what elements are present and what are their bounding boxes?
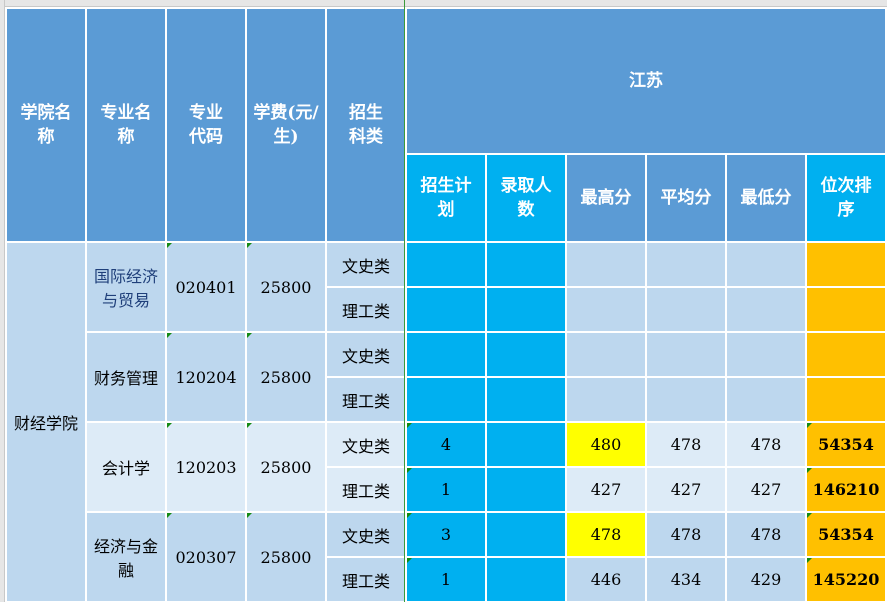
- header-max: 最高分: [565, 153, 647, 243]
- fee-cell[interactable]: 25800: [245, 241, 327, 333]
- fee-cell[interactable]: 25800: [245, 421, 327, 513]
- min-score-cell[interactable]: 427: [725, 466, 807, 513]
- major-code-cell[interactable]: 020401: [165, 241, 247, 333]
- rank-cell[interactable]: 54354: [805, 421, 887, 468]
- avg-score-cell[interactable]: [645, 241, 727, 288]
- category-cell[interactable]: 理工类: [325, 556, 407, 603]
- table-row: 财经学院 国际经济与贸易 020401 25800 文史类: [5, 241, 887, 603]
- row-header-strip: [0, 0, 5, 602]
- plan-cell[interactable]: 1: [405, 556, 487, 603]
- rank-cell[interactable]: [805, 376, 887, 423]
- major-name-cell[interactable]: 经济与金融: [85, 511, 167, 603]
- major-name-cell[interactable]: 财务管理: [85, 331, 167, 423]
- min-score-cell[interactable]: 429: [725, 556, 807, 603]
- admit-cell[interactable]: [485, 286, 567, 333]
- category-cell[interactable]: 文史类: [325, 511, 407, 558]
- avg-score-cell[interactable]: [645, 286, 727, 333]
- header-code: 专业代码: [165, 7, 247, 243]
- plan-cell[interactable]: 1: [405, 466, 487, 513]
- table-row: 财务管理 120204 25800 文史类: [6, 331, 887, 423]
- fee-cell[interactable]: 25800: [245, 511, 327, 603]
- plan-cell[interactable]: 3: [405, 511, 487, 558]
- avg-score-cell[interactable]: [645, 376, 727, 423]
- admit-cell[interactable]: [485, 241, 567, 288]
- major-code-cell[interactable]: 120203: [165, 421, 247, 513]
- header-plan: 招生计划: [405, 153, 487, 243]
- category-cell[interactable]: 理工类: [325, 286, 407, 333]
- min-score-cell[interactable]: 478: [725, 511, 807, 558]
- rank-cell[interactable]: 54354: [805, 511, 887, 558]
- major-code-cell[interactable]: 020307: [165, 511, 247, 603]
- admit-cell[interactable]: [485, 421, 567, 468]
- max-score-cell[interactable]: 480: [565, 421, 647, 468]
- table-row: 会计学 120203 25800 文史类 4 480 478 478 54354: [6, 421, 887, 513]
- header-admit: 录取人数: [485, 153, 567, 243]
- max-score-cell[interactable]: [565, 286, 647, 333]
- avg-score-cell[interactable]: 478: [645, 511, 727, 558]
- major-code-cell[interactable]: 120204: [165, 331, 247, 423]
- max-score-cell[interactable]: [565, 241, 647, 288]
- rank-cell[interactable]: 145220: [805, 556, 887, 603]
- admission-table: 学院名称 专业名称 专业代码 学费(元/生) 招生科类 江苏 招生计划 录取人数…: [5, 7, 887, 603]
- max-score-cell[interactable]: 427: [565, 466, 647, 513]
- table-row: 理工类 1 427 427 427 146210: [6, 466, 887, 513]
- plan-cell[interactable]: 4: [405, 421, 487, 468]
- major-name-cell[interactable]: 国际经济与贸易: [85, 241, 167, 333]
- plan-cell[interactable]: [405, 286, 487, 333]
- admit-cell[interactable]: [485, 466, 567, 513]
- category-cell[interactable]: 理工类: [325, 376, 407, 423]
- header-fee: 学费(元/生): [245, 7, 327, 243]
- min-score-cell[interactable]: [725, 376, 807, 423]
- college-cell[interactable]: 财经学院: [5, 241, 87, 603]
- category-cell[interactable]: 文史类: [325, 421, 407, 468]
- plan-cell[interactable]: [405, 331, 487, 378]
- max-score-cell[interactable]: 478: [565, 511, 647, 558]
- category-cell[interactable]: 文史类: [325, 241, 407, 288]
- header-min: 最低分: [725, 153, 807, 243]
- frozen-pane-line: [404, 0, 405, 602]
- header-college: 学院名称: [5, 7, 87, 243]
- admit-cell[interactable]: [485, 376, 567, 423]
- header-avg: 平均分: [645, 153, 727, 243]
- avg-score-cell[interactable]: 478: [645, 421, 727, 468]
- admit-cell[interactable]: [485, 331, 567, 378]
- min-score-cell[interactable]: [725, 286, 807, 333]
- header-category: 招生科类: [325, 7, 407, 243]
- max-score-cell[interactable]: [565, 331, 647, 378]
- table-row: 经济与金融 020307 25800 文史类 3 478 478 478 54354: [6, 511, 887, 603]
- rank-cell[interactable]: [805, 241, 887, 288]
- fee-cell[interactable]: 25800: [245, 331, 327, 423]
- header-major: 专业名称: [85, 7, 167, 243]
- category-cell[interactable]: 理工类: [325, 466, 407, 513]
- rank-cell[interactable]: [805, 286, 887, 333]
- avg-score-cell[interactable]: 427: [645, 466, 727, 513]
- min-score-cell[interactable]: 478: [725, 421, 807, 468]
- admit-cell[interactable]: [485, 511, 567, 558]
- rank-cell[interactable]: [805, 331, 887, 378]
- avg-score-cell[interactable]: [645, 331, 727, 378]
- table-row: 理工类: [6, 286, 887, 333]
- column-header-strip: [0, 0, 887, 7]
- admit-cell[interactable]: [485, 556, 567, 603]
- max-score-cell[interactable]: [565, 376, 647, 423]
- major-name-cell[interactable]: 会计学: [85, 421, 167, 513]
- plan-cell[interactable]: [405, 241, 487, 288]
- min-score-cell[interactable]: [725, 241, 807, 288]
- avg-score-cell[interactable]: 434: [645, 556, 727, 603]
- category-cell[interactable]: 文史类: [325, 331, 407, 378]
- header-rank: 位次排序: [805, 153, 887, 243]
- header-province: 江苏: [405, 7, 887, 155]
- rank-cell[interactable]: 146210: [805, 466, 887, 513]
- plan-cell[interactable]: [405, 376, 487, 423]
- max-score-cell[interactable]: 446: [565, 556, 647, 603]
- table-row: 理工类 1 446 434 429 145220: [6, 556, 887, 603]
- table-row: 理工类: [6, 376, 887, 423]
- min-score-cell[interactable]: [725, 331, 807, 378]
